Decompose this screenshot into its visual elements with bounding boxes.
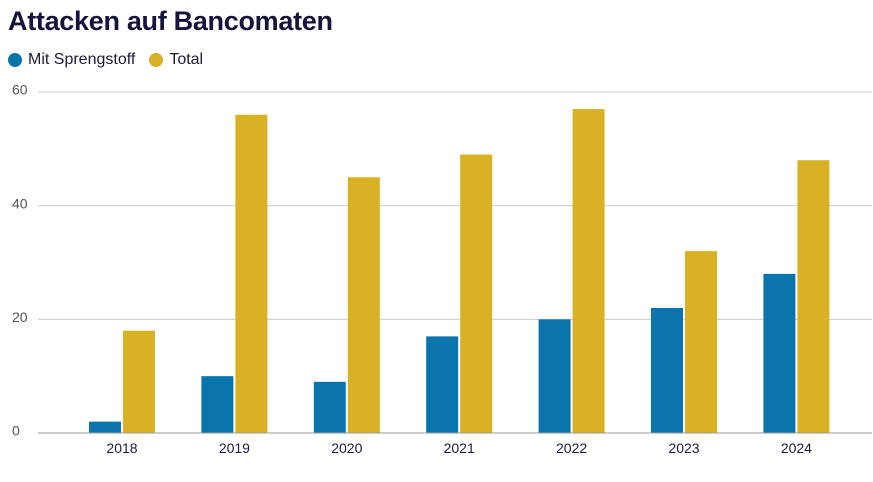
gridlines	[38, 91, 872, 320]
bar-mit-sprengstoff-2023	[651, 307, 683, 433]
bar-total-2018	[123, 330, 155, 433]
bar-mit-sprengstoff-2020	[313, 381, 346, 433]
x-tick-label: 2020	[331, 440, 362, 456]
legend-swatch-total	[149, 53, 164, 67]
x-axis-ticks: 2018 2019 2020 2021 2022 2023 2024	[106, 440, 812, 456]
x-tick-label: 2022	[556, 440, 587, 456]
x-tick-label: 2019	[219, 440, 250, 456]
x-tick-label: 2023	[668, 440, 699, 456]
bar-total-2022	[572, 109, 605, 434]
legend: Mit Sprengstoff Total	[8, 51, 217, 69]
legend-label-total: Total	[169, 51, 204, 68]
y-tick-label: 0	[12, 423, 20, 439]
bar-total-2021	[460, 154, 493, 433]
bar-total-2019	[235, 114, 268, 433]
bar-mit-sprengstoff-2022	[538, 319, 571, 433]
legend-item-mit-sprengstoff: Mit Sprengstoff	[8, 51, 135, 69]
bar-mit-sprengstoff-2024	[763, 273, 796, 433]
x-tick-label: 2018	[106, 440, 137, 456]
legend-label-mit-sprengstoff: Mit Sprengstoff	[28, 51, 136, 68]
bars	[89, 109, 830, 434]
bar-mit-sprengstoff-2019	[201, 376, 234, 433]
bar-mit-sprengstoff-2018	[89, 421, 121, 433]
legend-swatch-mit-sprengstoff	[8, 53, 22, 67]
y-tick-label: 40	[12, 195, 28, 211]
bar-total-2023	[685, 251, 717, 433]
y-tick-label: 60	[12, 82, 28, 98]
bar-mit-sprengstoff-2021	[426, 336, 459, 433]
bar-total-2020	[347, 177, 380, 433]
chart-title: Attacken auf Bancomaten	[8, 6, 333, 36]
x-tick-label: 2024	[781, 440, 812, 456]
bar-total-2024	[797, 160, 830, 433]
y-axis-ticks: 0 20 40 60	[12, 82, 28, 439]
legend-item-total: Total	[149, 51, 203, 69]
y-tick-label: 20	[12, 309, 28, 325]
x-tick-label: 2021	[444, 440, 475, 456]
